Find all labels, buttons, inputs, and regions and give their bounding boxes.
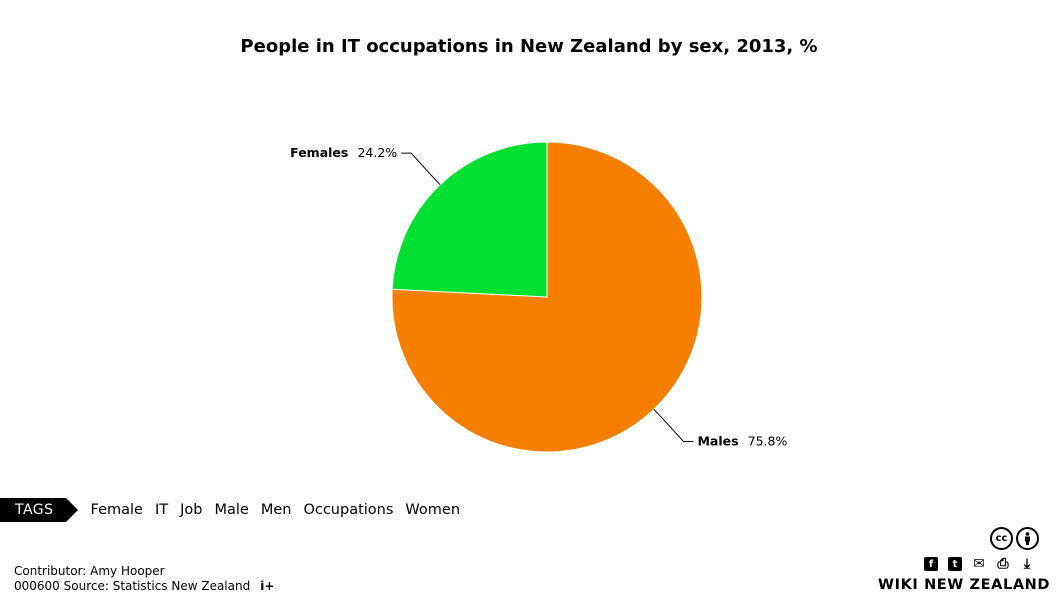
data-label-males: Males 75.8% — [697, 430, 787, 449]
share-icons: f t ✉ ⎙ ⤓ — [924, 556, 1034, 572]
slice-name-females: Females — [290, 145, 348, 160]
tag-job[interactable]: Job — [180, 502, 203, 518]
facebook-icon[interactable]: f — [924, 557, 938, 571]
tag-occupations[interactable]: Occupations — [303, 502, 394, 518]
license-icons: cc — [990, 527, 1039, 550]
tag-male[interactable]: Male — [214, 502, 249, 518]
slice-value-males: 75.8% — [748, 433, 788, 448]
brand-logo: WIKI NEW ZEALAND — [878, 577, 1051, 593]
email-icon[interactable]: ✉ — [973, 556, 985, 572]
chart-title: People in IT occupations in New Zealand … — [240, 36, 818, 57]
attribution-icon[interactable] — [1016, 527, 1039, 550]
download-icon[interactable]: ⤓ — [1023, 556, 1031, 572]
cc-icon[interactable]: cc — [990, 527, 1013, 550]
source-text: 000600 Source: Statistics New Zealand — [14, 579, 251, 593]
contributor-text: Contributor: Amy Hooper — [14, 564, 165, 578]
slice-value-females: 24.2% — [357, 145, 397, 160]
tag-list: Female IT Job Male Men Occupations Women — [91, 502, 473, 518]
pie-chart: Females 24.2% Males 75.8% — [290, 141, 787, 453]
tag-it[interactable]: IT — [154, 502, 169, 518]
data-label-females: Females 24.2% — [290, 142, 397, 161]
slice-name-males: Males — [697, 433, 738, 448]
tags-bar: TAGS Female IT Job Male Men Occupations … — [0, 498, 472, 522]
twitter-icon[interactable]: t — [948, 557, 962, 571]
leader-line-females — [401, 152, 441, 186]
tag-men[interactable]: Men — [260, 502, 292, 518]
print-icon[interactable]: ⎙ — [997, 556, 1009, 572]
tag-women[interactable]: Women — [405, 502, 461, 518]
leader-line-males — [653, 408, 694, 442]
tags-badge: TAGS — [0, 498, 77, 522]
footer-credits: Contributor: Amy Hooper 000600 Source: S… — [14, 564, 274, 594]
tag-female[interactable]: Female — [90, 502, 143, 518]
pie-slice-females[interactable] — [391, 141, 548, 298]
info-button[interactable]: i+ — [260, 579, 275, 593]
